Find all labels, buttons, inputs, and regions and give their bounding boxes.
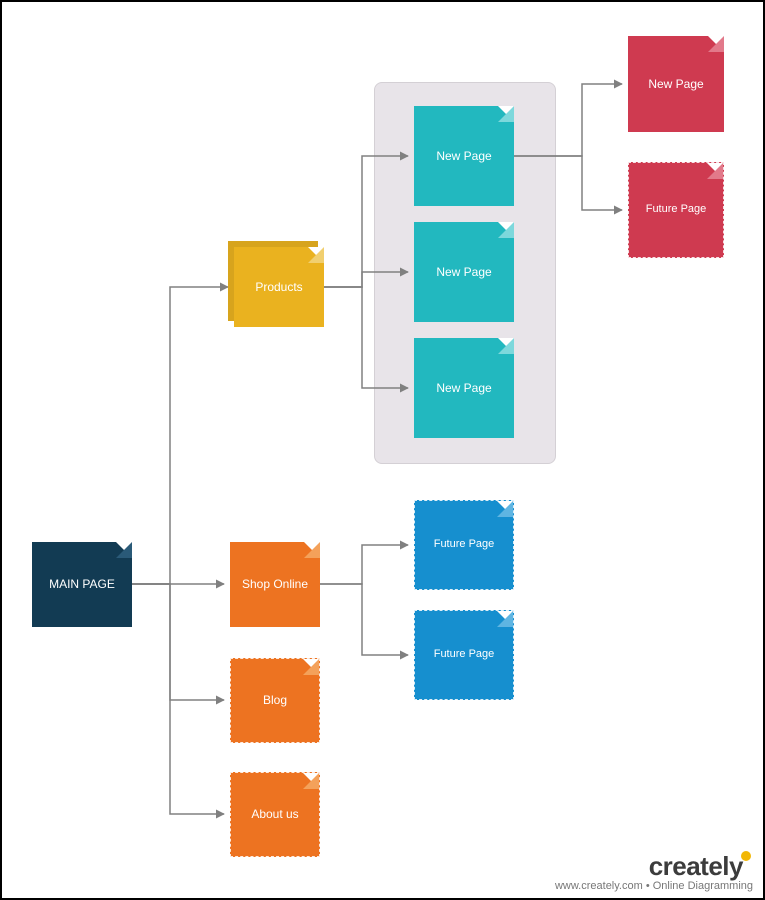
page-fold-shade-icon: [708, 36, 724, 52]
page-fold-shade-icon: [498, 338, 514, 354]
node-products: Products: [234, 247, 324, 327]
node-fut-red: Future Page: [628, 162, 724, 258]
edge-shop-fut-blue2: [320, 584, 408, 655]
edge-main-products: [132, 287, 228, 584]
page-fold-shade-icon: [304, 542, 320, 558]
node-fut-blue1: Future Page: [414, 500, 514, 590]
node-label: New Page: [436, 265, 491, 279]
node-label: Future Page: [434, 648, 495, 661]
node-np-red: New Page: [628, 36, 724, 132]
page-fold-shade-icon: [707, 163, 723, 179]
node-label: Shop Online: [242, 577, 308, 591]
node-shop: Shop Online: [230, 542, 320, 627]
page-fold-shade-icon: [308, 247, 324, 263]
logo-zone: creately www.creately.com • Online Diagr…: [555, 851, 753, 892]
node-label: New Page: [436, 149, 491, 163]
edge-main-blog: [132, 584, 224, 700]
logo-name: creately: [555, 851, 753, 882]
node-np3: New Page: [414, 338, 514, 438]
node-label: Blog: [263, 693, 287, 707]
page-fold-shade-icon: [498, 222, 514, 238]
node-label: About us: [251, 807, 298, 821]
node-label: New Page: [436, 381, 491, 395]
page-fold-shade-icon: [497, 611, 513, 627]
node-label: New Page: [648, 77, 703, 91]
node-label: MAIN PAGE: [49, 577, 115, 591]
node-label: Future Page: [646, 203, 707, 216]
node-blog: Blog: [230, 658, 320, 743]
page-fold-shade-icon: [303, 773, 319, 789]
node-about: About us: [230, 772, 320, 857]
node-label: Future Page: [434, 538, 495, 551]
lightbulb-icon: [741, 851, 751, 861]
node-np1: New Page: [414, 106, 514, 206]
node-fut-blue2: Future Page: [414, 610, 514, 700]
edge-main-about: [132, 584, 224, 814]
page-fold-shade-icon: [497, 501, 513, 517]
diagram-canvas: creately www.creately.com • Online Diagr…: [0, 0, 765, 900]
logo-text: creately: [649, 851, 743, 881]
page-fold-shade-icon: [498, 106, 514, 122]
page-fold-shade-icon: [303, 659, 319, 675]
node-np2: New Page: [414, 222, 514, 322]
node-main: MAIN PAGE: [32, 542, 132, 627]
edge-shop-fut-blue1: [320, 545, 408, 584]
page-fold-shade-icon: [116, 542, 132, 558]
node-label: Products: [255, 280, 302, 294]
